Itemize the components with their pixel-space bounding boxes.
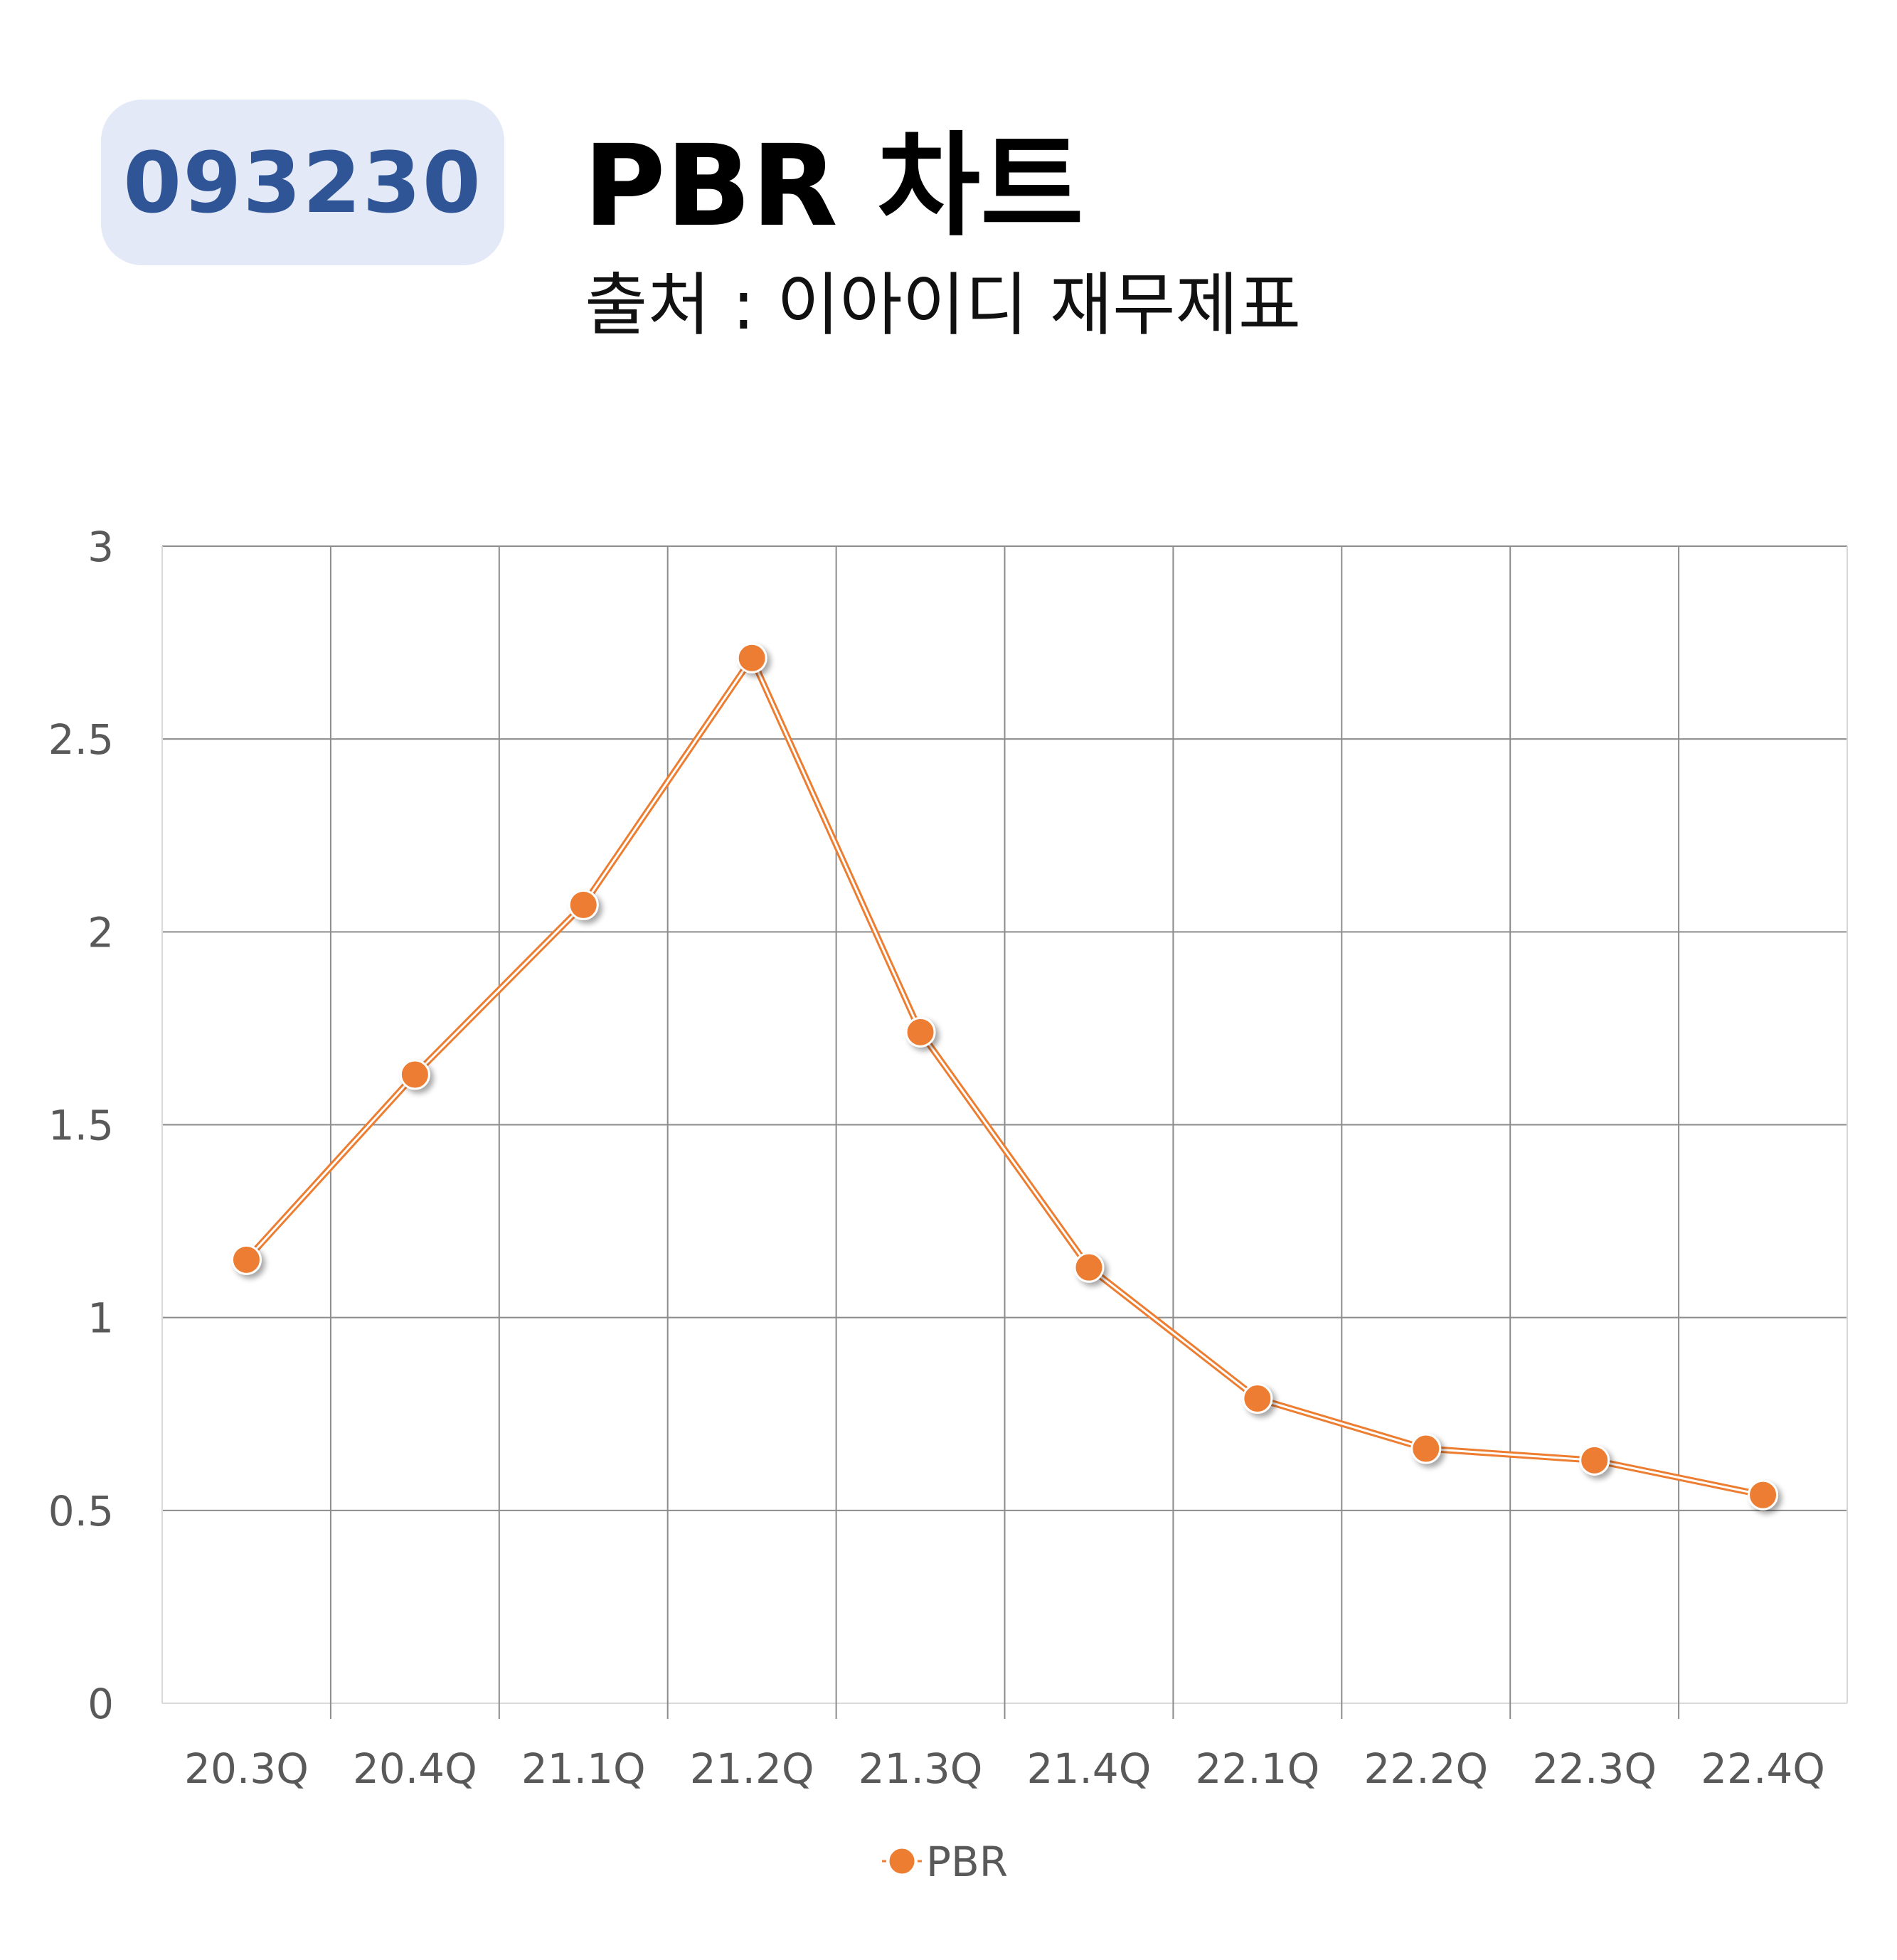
y-tick-label: 0 bbox=[87, 1680, 114, 1728]
chart-source: 출처 : 이아이디 재무제표 bbox=[585, 265, 1302, 345]
data-point bbox=[905, 1016, 936, 1048]
y-tick-label: 1.5 bbox=[48, 1102, 114, 1150]
data-point bbox=[399, 1059, 430, 1090]
x-tick-label: 22.2Q bbox=[1364, 1745, 1488, 1793]
data-point bbox=[1748, 1479, 1779, 1511]
y-tick-label: 2.5 bbox=[48, 715, 114, 764]
y-axis-ticks: 0 0.5 1 1.5 2 2.5 3 bbox=[48, 523, 114, 1728]
gridlines bbox=[161, 545, 1848, 1719]
chart-title: PBR 차트 bbox=[583, 121, 1084, 252]
x-tick-label: 21.2Q bbox=[690, 1745, 814, 1793]
x-tick-label: 20.3Q bbox=[184, 1745, 309, 1793]
data-point bbox=[1242, 1383, 1273, 1415]
data-point bbox=[736, 642, 767, 673]
x-axis-ticks: 20.3Q 20.4Q 21.1Q 21.2Q 21.3Q 21.4Q 22.1Q 22.2Q… bbox=[184, 1745, 1825, 1793]
data-point bbox=[568, 889, 599, 920]
data-point bbox=[1410, 1433, 1442, 1464]
y-tick-label: 3 bbox=[87, 523, 114, 571]
stock-code: 093230 bbox=[123, 133, 482, 232]
legend-label-pbr: PBR bbox=[926, 1838, 1008, 1886]
data-point bbox=[1579, 1444, 1610, 1476]
y-tick-label: 1 bbox=[87, 1294, 114, 1343]
series-pbr bbox=[230, 642, 1779, 1511]
x-tick-label: 22.3Q bbox=[1532, 1745, 1657, 1793]
legend: PBR bbox=[882, 1838, 1008, 1886]
data-point bbox=[1073, 1252, 1105, 1283]
y-tick-label: 0.5 bbox=[48, 1487, 114, 1535]
x-tick-label: 21.3Q bbox=[859, 1745, 983, 1793]
stock-code-badge: 093230 bbox=[101, 100, 504, 265]
x-tick-label: 21.1Q bbox=[521, 1745, 646, 1793]
x-tick-label: 22.1Q bbox=[1195, 1745, 1319, 1793]
legend-marker bbox=[887, 1846, 917, 1876]
x-tick-label: 20.4Q bbox=[353, 1745, 477, 1793]
x-tick-label: 22.4Q bbox=[1701, 1745, 1825, 1793]
series-line-inner bbox=[245, 656, 1763, 1496]
data-point bbox=[230, 1244, 262, 1275]
y-tick-label: 2 bbox=[87, 908, 114, 957]
x-tick-label: 21.4Q bbox=[1027, 1745, 1152, 1793]
